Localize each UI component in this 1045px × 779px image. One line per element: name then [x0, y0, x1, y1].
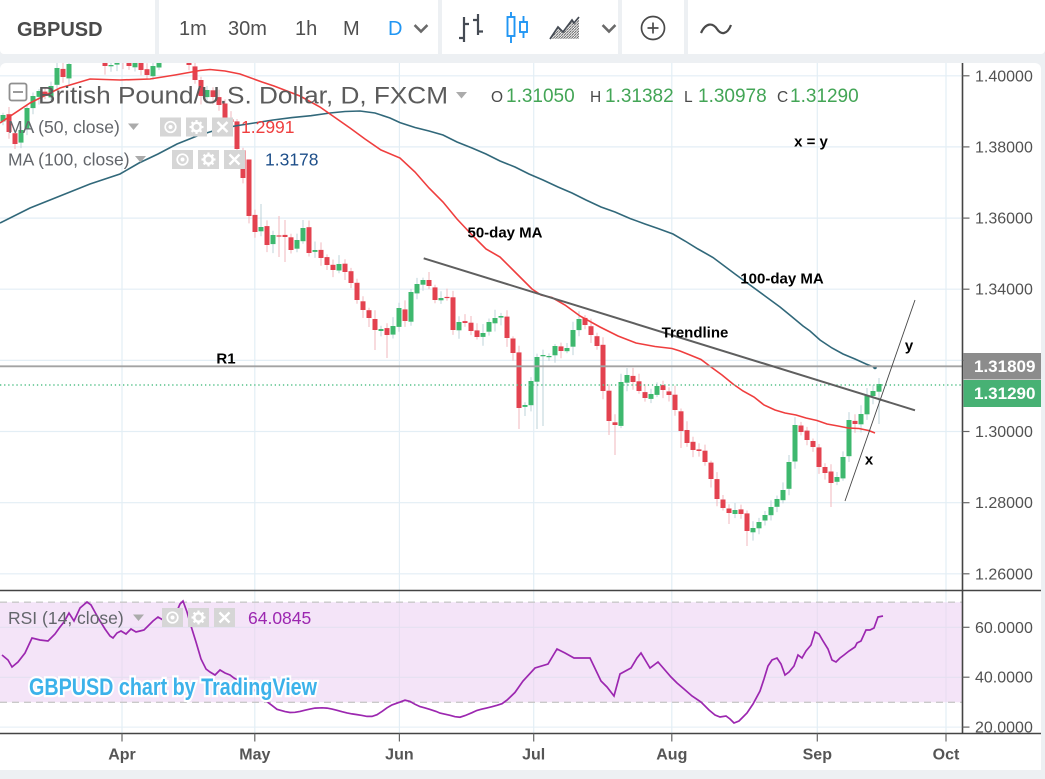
svg-text:64.0845: 64.0845	[248, 608, 311, 628]
svg-text:Sep: Sep	[803, 747, 833, 764]
svg-text:H: H	[590, 89, 601, 106]
svg-text:60.0000: 60.0000	[975, 620, 1033, 637]
svg-text:1.31809: 1.31809	[974, 357, 1035, 376]
svg-text:1.3178: 1.3178	[265, 150, 319, 170]
svg-text:x: x	[865, 452, 874, 469]
svg-text:1.36000: 1.36000	[975, 211, 1033, 228]
svg-text:RSI (14, close): RSI (14, close)	[8, 608, 124, 628]
svg-text:1.38000: 1.38000	[975, 139, 1033, 156]
svg-text:1.30978: 1.30978	[698, 86, 767, 107]
svg-text:GBPUSD chart by TradingView: GBPUSD chart by TradingView	[29, 674, 317, 701]
svg-text:20.0000: 20.0000	[975, 720, 1033, 737]
svg-text:1.2991: 1.2991	[241, 117, 295, 137]
svg-text:1.28000: 1.28000	[975, 495, 1033, 512]
svg-text:1.26000: 1.26000	[975, 566, 1033, 583]
svg-text:100-day MA: 100-day MA	[740, 271, 824, 288]
svg-text:R1: R1	[216, 351, 235, 368]
svg-text:Aug: Aug	[656, 747, 687, 764]
svg-text:O: O	[491, 89, 503, 106]
svg-text:L: L	[684, 89, 693, 106]
svg-text:Jun: Jun	[385, 747, 413, 764]
svg-text:40.0000: 40.0000	[975, 670, 1033, 687]
svg-text:Trendline: Trendline	[662, 325, 729, 342]
svg-text:British Pound/U.S. Dollar, D,: British Pound/U.S. Dollar, D, FXCM	[38, 83, 448, 110]
svg-text:x = y: x = y	[794, 134, 828, 151]
svg-text:1.31382: 1.31382	[605, 86, 674, 107]
svg-text:1.31290: 1.31290	[790, 86, 859, 107]
svg-text:Jul: Jul	[522, 747, 545, 764]
svg-text:C: C	[777, 89, 788, 106]
svg-text:1.40000: 1.40000	[975, 68, 1033, 85]
svg-text:1.30000: 1.30000	[975, 424, 1033, 441]
svg-text:y: y	[905, 338, 914, 355]
svg-text:1.31290: 1.31290	[974, 384, 1035, 403]
svg-text:MA (50, close): MA (50, close)	[8, 117, 120, 137]
svg-text:Oct: Oct	[933, 747, 960, 764]
svg-text:Apr: Apr	[108, 747, 136, 764]
svg-text:1.31050: 1.31050	[506, 86, 575, 107]
svg-text:May: May	[239, 747, 270, 764]
svg-text:50-day MA: 50-day MA	[467, 225, 542, 242]
svg-text:1.34000: 1.34000	[975, 282, 1033, 299]
svg-text:MA (100, close): MA (100, close)	[8, 150, 130, 170]
